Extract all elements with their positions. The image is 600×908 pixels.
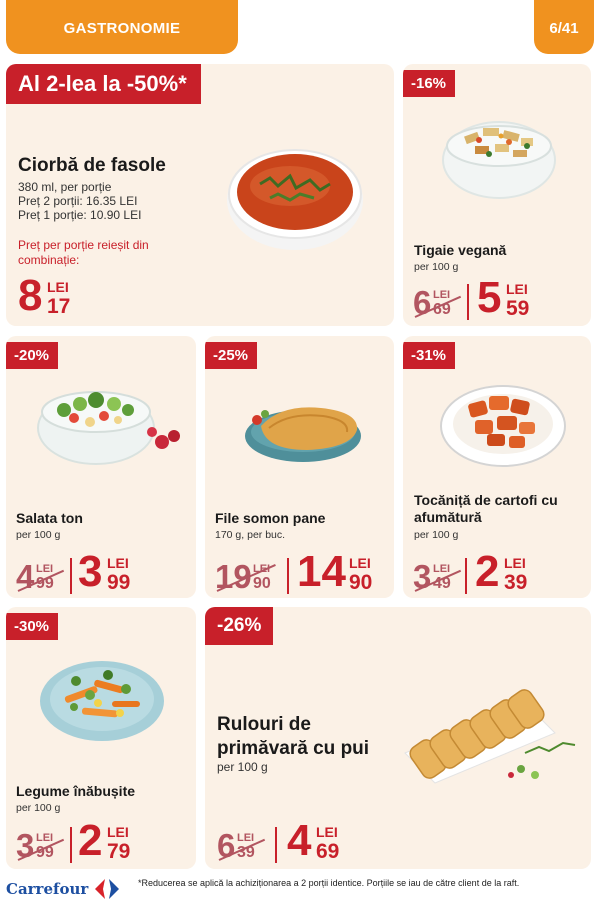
product-card-tocanita[interactable]: -31% Tocăniță de cartofi cu afumătură pe…	[403, 336, 591, 598]
price-one-portion: Preț 1 porție: 10.90 LEI	[18, 208, 142, 222]
product-card-ciorba[interactable]: Al 2-lea la -50%* Ciorbă de fasole 380 m…	[6, 64, 394, 326]
product-unit: per 100 g	[217, 760, 268, 774]
product-card-rulouri[interactable]: -26% Rulouri de primăvară cu pui per 100…	[205, 607, 591, 869]
product-unit: per 100 g	[16, 529, 61, 541]
product-size: 380 ml, per porție	[18, 180, 112, 194]
new-price: 4 LEI 69	[287, 819, 357, 863]
price-separator	[70, 827, 72, 863]
promo-disclaimer: *Reducerea se aplică la achiziționarea a…	[138, 878, 520, 888]
price-decimals: 69	[316, 840, 340, 863]
price-integer: 2	[78, 816, 103, 865]
product-name: File somon pane	[215, 510, 326, 526]
new-price: 2 LEI 79	[78, 819, 148, 863]
price-currency: LEI	[349, 555, 371, 571]
new-price: 8 LEI 17	[18, 274, 88, 318]
product-name: Tocăniță de cartofi cu afumătură	[414, 492, 558, 525]
spring-rolls-icon	[404, 689, 576, 784]
price-separator	[70, 558, 72, 594]
price-integer: 14	[297, 547, 346, 596]
new-price: 14 LEI 90	[297, 550, 387, 594]
brand-name: Carrefour	[6, 880, 89, 898]
price-decimals: 79	[107, 840, 131, 863]
product-unit: per 100 g	[414, 529, 459, 541]
price-integer: 2	[475, 547, 500, 596]
price-decimals: 59	[506, 297, 530, 320]
price-integer: 4	[287, 816, 312, 865]
carrefour-logo: Carrefour	[6, 878, 121, 900]
old-price-currency: LEI	[237, 832, 255, 844]
new-price: 5 LEI 59	[477, 276, 547, 320]
old-price: 19 LEI 90	[215, 560, 285, 593]
old-price-currency: LEI	[433, 563, 451, 575]
price-separator	[275, 827, 277, 863]
product-card-tigaie[interactable]: -16% Tigaie vegană per 100 g 6 LEI 69 5 …	[403, 64, 591, 326]
product-unit: per 100 g	[414, 261, 459, 273]
price-decimals: 90	[349, 571, 373, 594]
product-name: Ciorbă de fasole	[18, 155, 166, 176]
old-price-currency: LEI	[433, 289, 451, 301]
product-name: Rulouri de primăvară cu pui	[217, 714, 370, 759]
new-price: 3 LEI 99	[78, 550, 148, 594]
section-header: GASTRONOMIE	[6, 0, 238, 54]
vegan-pan-bowl-icon	[442, 121, 556, 199]
combination-note: Preț per porție reieșit din combinație:	[18, 238, 149, 267]
promo-badge: Al 2-lea la -50%*	[6, 64, 201, 104]
discount-badge: -26%	[205, 607, 274, 645]
soup-bowl-icon	[227, 149, 363, 250]
price-decimals: 99	[107, 571, 131, 594]
old-price: 3 LEI 49	[413, 560, 473, 593]
section-title: GASTRONOMIE	[63, 20, 181, 37]
old-price-decimals: 90	[253, 575, 271, 592]
price-currency: LEI	[47, 279, 69, 295]
discount-badge: -16%	[403, 70, 456, 97]
price-currency: LEI	[107, 555, 129, 571]
product-card-legume[interactable]: -30% Legume înăbușite per 100 g 3 LEI 99…	[6, 607, 196, 869]
old-price: 6 LEI 39	[217, 829, 277, 862]
price-integer: 5	[477, 273, 502, 322]
product-unit: per 100 g	[16, 802, 61, 814]
carrefour-emblem-icon	[95, 879, 120, 899]
discount-badge: -31%	[403, 342, 456, 369]
old-price: 4 LEI 99	[16, 560, 76, 593]
discount-badge: -25%	[205, 342, 258, 369]
product-name: Salata ton	[16, 510, 83, 526]
price-two-portions: Preț 2 porții: 16.35 LEI	[18, 194, 138, 208]
price-decimals: 17	[47, 295, 71, 318]
product-name: Legume înăbușite	[16, 783, 136, 799]
steamed-vegetables-plate-icon	[40, 661, 164, 741]
price-currency: LEI	[107, 824, 129, 840]
product-card-salata[interactable]: -20% Salata ton per 100 g 4 LEI 99 3 LEI…	[6, 336, 196, 598]
price-separator	[467, 284, 469, 320]
old-price-currency: LEI	[36, 832, 54, 844]
price-separator	[465, 558, 467, 594]
price-currency: LEI	[316, 824, 338, 840]
new-price: 2 LEI 39	[475, 550, 545, 594]
page-number: 6/41	[534, 0, 594, 54]
product-card-somon[interactable]: -25% File somon pane 170 g, per buc. 19 …	[205, 336, 394, 598]
price-decimals: 39	[504, 571, 528, 594]
product-unit: 170 g, per buc.	[215, 529, 286, 541]
breaded-salmon-plate-icon	[245, 407, 361, 462]
price-separator	[287, 558, 289, 594]
old-price: 3 LEI 99	[16, 829, 76, 862]
discount-badge: -20%	[6, 342, 59, 369]
price-integer: 3	[78, 547, 103, 596]
price-currency: LEI	[504, 555, 526, 571]
product-name: Tigaie vegană	[414, 242, 507, 258]
old-price-currency: LEI	[36, 563, 54, 575]
discount-badge: -30%	[6, 613, 59, 640]
tuna-salad-bowl-icon	[37, 391, 180, 465]
price-integer: 8	[18, 271, 43, 320]
price-currency: LEI	[506, 281, 528, 297]
old-price: 6 LEI 69	[413, 286, 473, 319]
potato-stew-plate-icon	[440, 385, 566, 467]
